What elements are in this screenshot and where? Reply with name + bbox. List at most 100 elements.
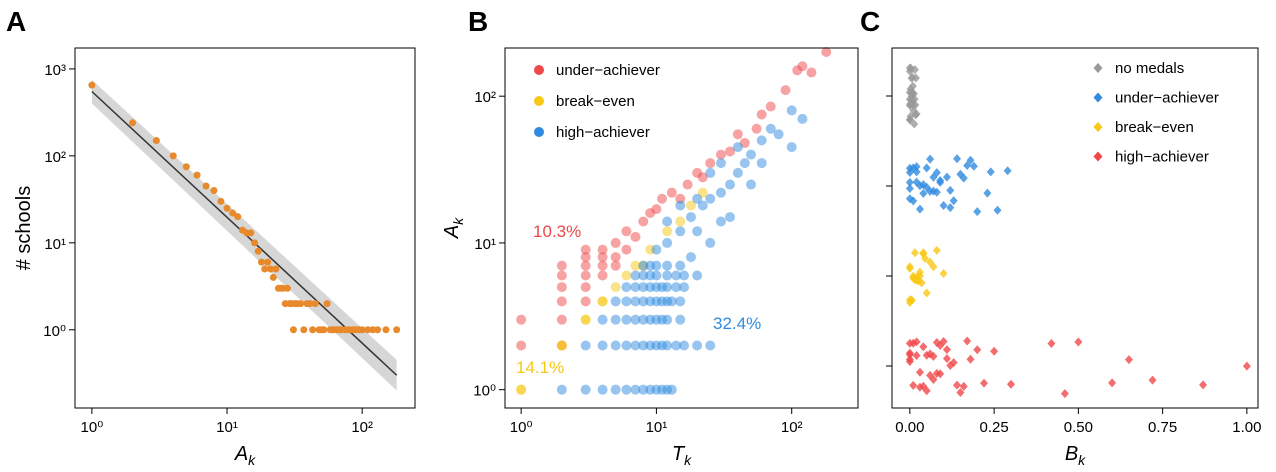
point [666, 384, 677, 395]
point [597, 384, 608, 395]
point [715, 187, 726, 198]
point [580, 244, 591, 255]
point [685, 252, 696, 263]
point [919, 249, 928, 259]
point [662, 282, 673, 293]
point [610, 314, 621, 325]
point [946, 203, 955, 213]
point [393, 326, 401, 334]
legend-label: under−achiever [1115, 90, 1219, 107]
point [272, 265, 280, 273]
point [597, 340, 608, 351]
point [358, 326, 366, 334]
point [912, 162, 921, 172]
point [610, 237, 621, 248]
point [922, 350, 931, 360]
point [671, 282, 682, 293]
point [630, 260, 641, 271]
point [956, 388, 965, 398]
point [630, 384, 641, 395]
point [682, 179, 693, 190]
point [597, 260, 608, 271]
point [679, 270, 690, 281]
point [234, 213, 242, 221]
point [692, 340, 703, 351]
point [610, 296, 621, 307]
point [662, 340, 673, 351]
point [675, 216, 686, 227]
x-tick-label: 10⁰ [81, 419, 104, 436]
point [919, 188, 928, 198]
point [306, 300, 314, 308]
point [638, 340, 649, 351]
x-tick-label: 10² [781, 419, 803, 436]
point [630, 340, 641, 351]
point [297, 300, 305, 308]
point [621, 340, 632, 351]
point [739, 158, 750, 169]
x-tick-label: 10² [351, 419, 373, 436]
point [311, 300, 319, 308]
point [922, 288, 931, 298]
point [942, 354, 951, 364]
point [953, 380, 962, 390]
point [320, 326, 328, 334]
point [914, 276, 923, 286]
label-sub: k [248, 452, 256, 468]
x-tick-label: 0.25 [980, 419, 1009, 436]
point [251, 239, 259, 247]
point [905, 177, 914, 187]
point [662, 270, 673, 281]
point [751, 123, 762, 134]
point [580, 384, 591, 395]
point [182, 163, 190, 171]
point [610, 260, 621, 271]
point [786, 142, 797, 153]
point [651, 260, 662, 271]
legend-marker [534, 65, 544, 75]
point [580, 340, 591, 351]
point [662, 226, 673, 237]
point [556, 282, 567, 293]
point [705, 340, 716, 351]
point [715, 158, 726, 169]
point [932, 338, 941, 348]
point [556, 340, 567, 351]
point [580, 282, 591, 293]
point [621, 384, 632, 395]
point [705, 237, 716, 248]
point [1003, 166, 1012, 176]
point [662, 237, 673, 248]
point [675, 260, 686, 271]
point [959, 381, 968, 391]
point [909, 380, 918, 390]
point [963, 336, 972, 346]
point [745, 149, 756, 160]
y-tick-label: 10¹ [44, 236, 66, 253]
axis-label: Tk [672, 443, 692, 468]
point [797, 61, 808, 72]
plot-frame [891, 47, 1259, 409]
point [556, 384, 567, 395]
point [908, 95, 917, 105]
point [705, 158, 716, 169]
point [765, 101, 776, 112]
point [685, 212, 696, 223]
point [651, 204, 662, 215]
point [705, 167, 716, 178]
point [597, 296, 608, 307]
point [939, 269, 948, 279]
point [651, 270, 662, 281]
point [806, 67, 817, 78]
point [610, 340, 621, 351]
point [725, 179, 736, 190]
point [675, 314, 686, 325]
point [926, 370, 935, 380]
point [993, 205, 1002, 215]
plot-frame [74, 47, 416, 409]
point [323, 300, 331, 308]
point [936, 177, 945, 187]
point [630, 282, 641, 293]
y-tick-label: 10² [474, 89, 496, 106]
point [630, 314, 641, 325]
